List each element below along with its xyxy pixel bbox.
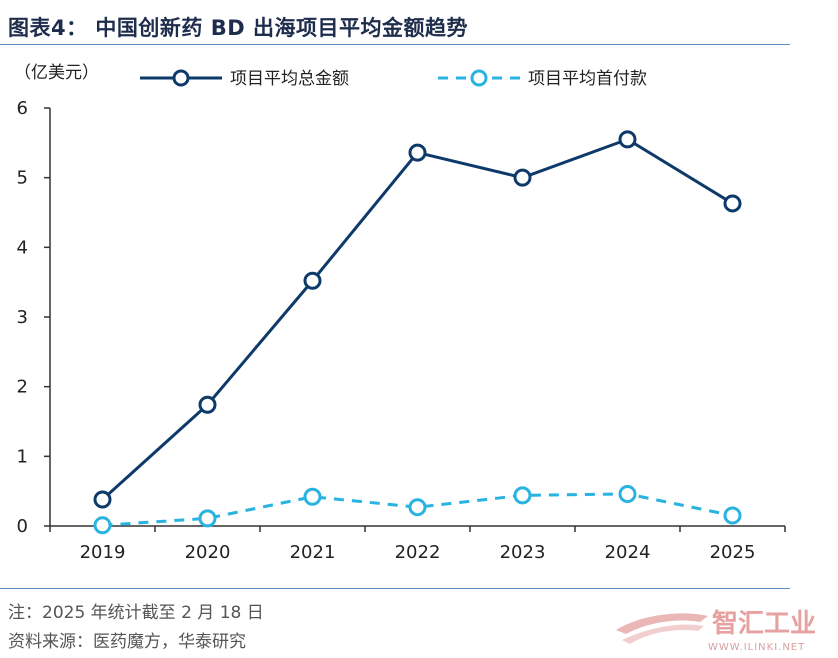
series-line-1 (101, 137, 734, 501)
data-point-series-1 (618, 130, 637, 149)
y-tick-label: 5 (17, 168, 28, 189)
x-tick-label: 2024 (605, 542, 651, 563)
figure-title: 图表4： 中国创新药 BD 出海项目平均金额趋势 (8, 16, 468, 40)
data-point-series-2 (303, 487, 322, 506)
data-point-series-1 (303, 271, 322, 290)
x-tick-label: 2019 (80, 542, 126, 563)
y-tick-label: 3 (17, 307, 28, 328)
legend-label-1: 项目平均总金额 (230, 69, 349, 89)
data-point-series-1 (198, 395, 217, 414)
y-tick-label: 6 (17, 98, 28, 119)
data-point-series-2 (723, 506, 742, 525)
data-point-series-2 (198, 509, 217, 528)
footer-divider (0, 588, 790, 589)
data-point-series-2 (513, 486, 532, 505)
y-tick-label: 0 (17, 516, 28, 537)
y-tick-label: 1 (17, 446, 28, 467)
x-tick-label: 2023 (500, 542, 546, 563)
data-point-series-2 (408, 498, 427, 517)
unit-label: （亿美元） (14, 63, 99, 83)
watermark-url: WWW.ILINKI.NET (708, 642, 805, 653)
data-point-series-2 (93, 516, 112, 535)
data-point-series-1 (408, 143, 427, 162)
data-point-series-1 (723, 194, 742, 213)
x-tick-label: 2025 (710, 542, 756, 563)
footnote: 注：2025 年统计截至 2 月 18 日 (8, 603, 264, 623)
watermark-swoosh-icon (616, 613, 708, 634)
legend-marker-2 (470, 69, 488, 87)
x-tick-label: 2020 (185, 542, 231, 563)
data-point-series-1 (513, 168, 532, 187)
line-chart: （亿美元） 0 1 2 3 4 5 6 2019 2020 2021 2022 2023 2024 2025… (14, 63, 786, 563)
x-tick-label: 2022 (395, 542, 441, 563)
x-tick-label: 2021 (290, 542, 336, 563)
legend-label-2: 项目平均首付款 (528, 69, 647, 89)
data-point-series-1 (93, 490, 112, 509)
watermark-text: 智汇工业 (712, 609, 816, 639)
legend-marker-1 (172, 69, 190, 87)
y-tick-label: 4 (17, 237, 28, 258)
data-point-series-2 (618, 484, 637, 503)
title-divider (0, 44, 790, 45)
y-tick-label: 2 (17, 377, 28, 398)
source-note: 资料来源：医药魔方，华泰研究 (8, 632, 246, 652)
watermark-logo: 智汇工业 WWW.ILINKI.NET (616, 609, 816, 653)
